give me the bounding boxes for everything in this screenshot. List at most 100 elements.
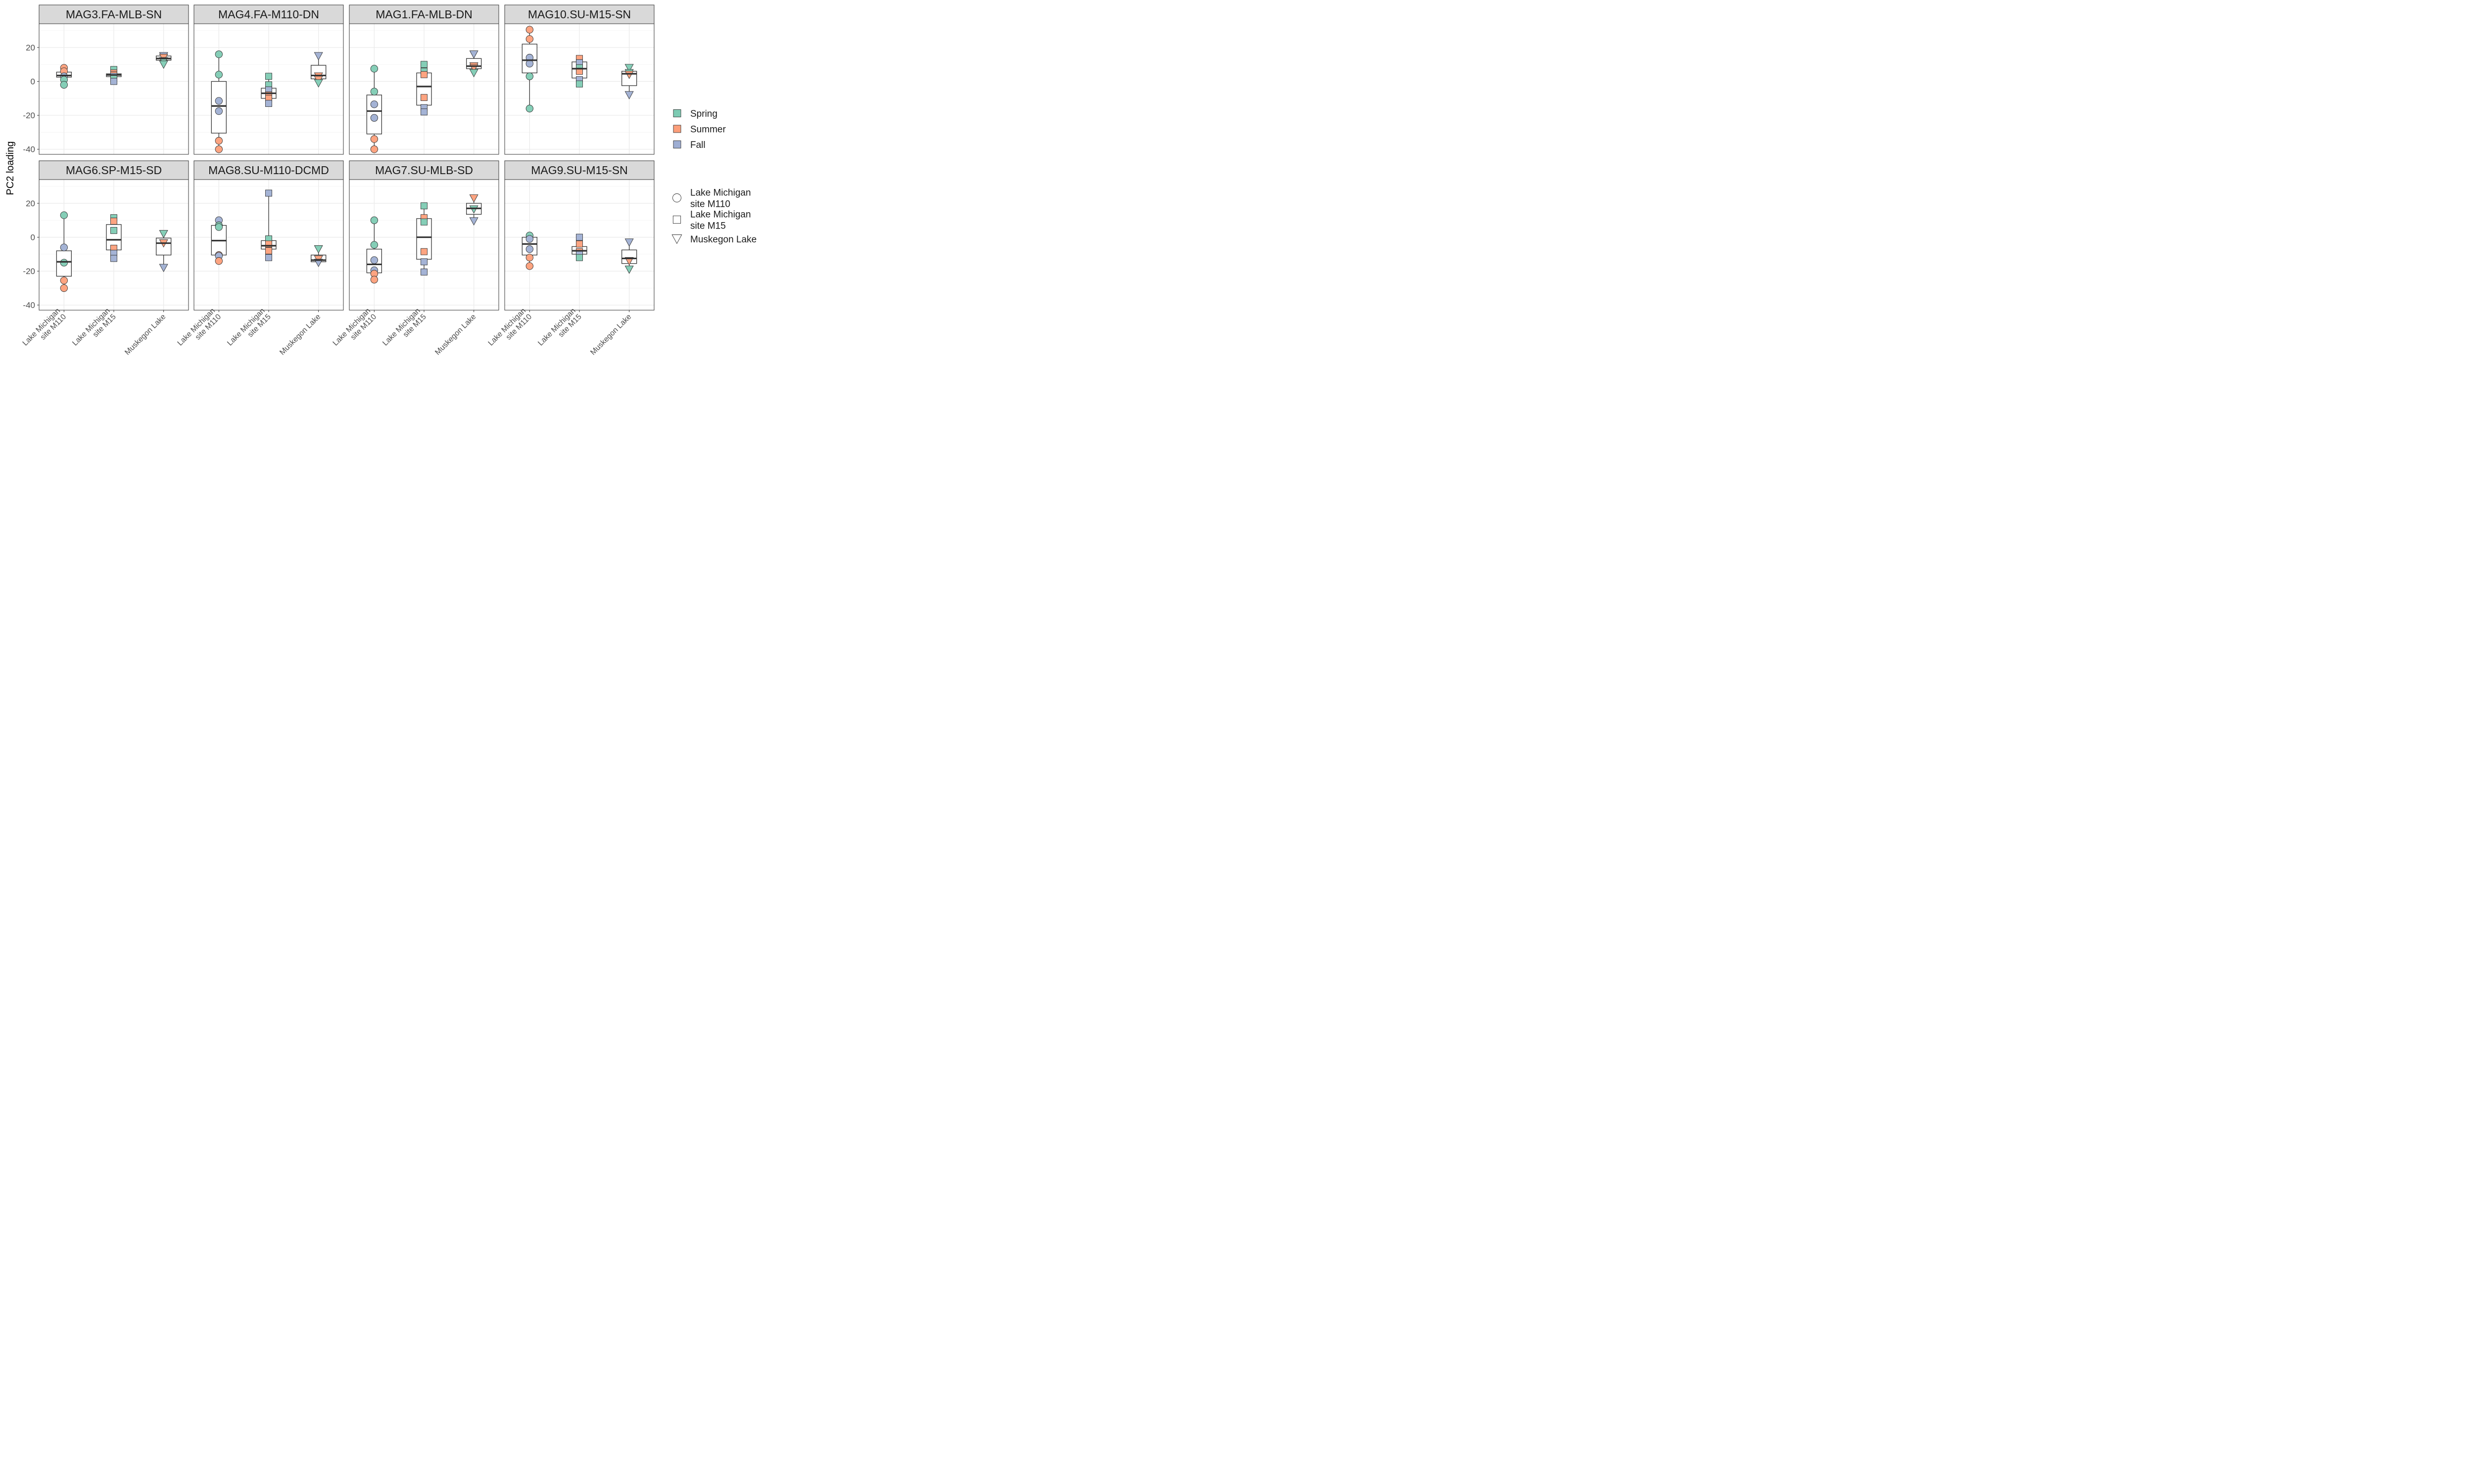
legend-shape bbox=[671, 234, 682, 244]
data-point bbox=[421, 202, 428, 210]
data-point bbox=[159, 230, 168, 238]
data-point bbox=[314, 259, 323, 267]
x-tick-label: Lake Michigansite M15 bbox=[226, 307, 273, 354]
data-point bbox=[60, 259, 68, 267]
data-point bbox=[624, 64, 634, 72]
data-point bbox=[469, 205, 478, 214]
facet-panel: MAG7.SU-MLB-SD Lake Michigansite M110 Lake… bbox=[331, 160, 499, 357]
data-point bbox=[469, 50, 478, 59]
x-tick-label: Lake Michigansite M110 bbox=[331, 307, 378, 354]
x-tick-label: Lake Michigansite M15 bbox=[381, 307, 428, 354]
data-point bbox=[525, 104, 533, 113]
data-point bbox=[421, 248, 428, 255]
legend-label: Spring bbox=[690, 109, 717, 119]
panel-border bbox=[504, 23, 655, 155]
data-point bbox=[421, 71, 428, 78]
data-point bbox=[421, 258, 428, 266]
facet-panel: MAG4.FA-M110-DN bbox=[193, 4, 344, 155]
facet-strip bbox=[193, 4, 344, 24]
y-tick-label: 20 bbox=[26, 199, 35, 208]
facet-strip bbox=[504, 4, 655, 24]
data-point bbox=[370, 88, 378, 95]
legend-item-site: Lake Michigan site M110 bbox=[672, 188, 751, 210]
x-tick-label: Lake Michigansite M15 bbox=[536, 307, 583, 354]
y-tick-label: -20 bbox=[23, 111, 35, 120]
data-point bbox=[215, 71, 223, 79]
box bbox=[56, 250, 72, 277]
data-point bbox=[421, 218, 428, 226]
legend-shape bbox=[672, 193, 681, 202]
y-tick-label: 0 bbox=[31, 233, 35, 242]
y-tick-label: 20 bbox=[26, 43, 35, 52]
facet-strip bbox=[193, 160, 344, 180]
legend-item-site: Muskegon Lake bbox=[671, 234, 757, 245]
legend-label: Lake Michigan site M15 bbox=[690, 210, 751, 232]
panel-border bbox=[39, 23, 189, 155]
data-point bbox=[469, 69, 478, 78]
legend-swatch bbox=[673, 140, 681, 148]
data-point bbox=[624, 238, 634, 247]
data-point bbox=[215, 137, 223, 145]
x-tick-label: Lake Michigansite M110 bbox=[486, 307, 533, 354]
data-point bbox=[60, 284, 68, 292]
legend: Spring Summer Fall Lake Michigan site M110La… bbox=[671, 109, 757, 245]
data-point bbox=[314, 245, 323, 254]
x-tick-label: Lake Michigansite M110 bbox=[176, 307, 223, 354]
facet-title: MAG4.FA-M110-DN bbox=[218, 8, 319, 21]
data-point bbox=[215, 145, 223, 153]
legend-label: Lake Michigan site M110 bbox=[690, 188, 751, 210]
data-point bbox=[370, 65, 378, 73]
data-point bbox=[110, 218, 117, 225]
data-point bbox=[215, 107, 223, 115]
data-point bbox=[370, 276, 378, 283]
pc2-loading-chart: PC2 loading MAG3.FA-MLB-SN -40 -20 0 20 MAG4.… bbox=[5, 4, 757, 357]
legend-swatch bbox=[673, 125, 681, 133]
data-point bbox=[110, 255, 117, 262]
x-tick-label: Muskegon Lake bbox=[433, 313, 477, 357]
data-point bbox=[576, 254, 583, 261]
data-point bbox=[265, 189, 272, 197]
data-point bbox=[525, 262, 533, 270]
y-tick-label: 0 bbox=[31, 77, 35, 87]
data-point bbox=[265, 100, 272, 107]
facet-title: MAG3.FA-MLB-SN bbox=[66, 8, 162, 21]
data-point bbox=[370, 135, 378, 143]
facet-strip bbox=[39, 4, 189, 24]
data-point bbox=[624, 71, 634, 79]
data-point bbox=[110, 78, 117, 85]
data-point bbox=[215, 97, 223, 105]
x-tick-label: Lake Michigansite M110 bbox=[21, 307, 68, 354]
data-point bbox=[525, 59, 533, 68]
facet-panel: MAG10.SU-M15-SN bbox=[504, 4, 655, 155]
data-point bbox=[421, 94, 428, 101]
data-point bbox=[576, 240, 583, 248]
data-point bbox=[370, 145, 378, 153]
data-point bbox=[421, 268, 428, 276]
x-tick-label: Muskegon Lake bbox=[589, 313, 633, 357]
facet-title: MAG8.SU-M110-DCMD bbox=[208, 164, 329, 177]
facet-title: MAG1.FA-MLB-DN bbox=[376, 8, 473, 21]
panel-border bbox=[193, 23, 344, 155]
data-point bbox=[421, 61, 428, 68]
data-point bbox=[525, 245, 533, 253]
panel-border bbox=[349, 23, 499, 155]
data-point bbox=[265, 73, 272, 80]
y-tick-label: -40 bbox=[23, 301, 35, 310]
data-point bbox=[469, 217, 478, 226]
data-point bbox=[60, 277, 68, 284]
data-point bbox=[60, 81, 68, 89]
facet-panel: MAG8.SU-M110-DCMD Lake Michigansite M110 L… bbox=[176, 160, 344, 357]
facet-title: MAG7.SU-MLB-SD bbox=[375, 164, 473, 177]
data-point bbox=[370, 100, 378, 108]
facet-panel: MAG1.FA-MLB-DN bbox=[349, 4, 499, 155]
data-point bbox=[469, 194, 478, 203]
data-point bbox=[215, 223, 223, 231]
data-point bbox=[370, 256, 378, 264]
data-point bbox=[525, 72, 533, 80]
data-point bbox=[215, 50, 223, 58]
legend-label: Fall bbox=[690, 140, 706, 150]
facet-strip bbox=[504, 160, 655, 180]
data-point bbox=[215, 257, 223, 265]
data-point bbox=[314, 79, 323, 88]
data-point bbox=[624, 257, 634, 266]
